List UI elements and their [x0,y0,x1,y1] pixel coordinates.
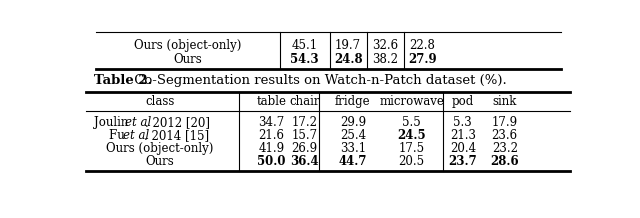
Text: table: table [257,95,287,108]
Text: 44.7: 44.7 [339,155,367,168]
Text: 32.6: 32.6 [372,39,399,52]
Text: 36.4: 36.4 [291,155,319,168]
Text: 22.8: 22.8 [410,39,435,52]
Text: Table 2.: Table 2. [94,73,152,87]
Text: 34.7: 34.7 [259,116,285,129]
Text: 33.1: 33.1 [340,142,366,155]
Text: 41.9: 41.9 [259,142,285,155]
Text: microwave: microwave [380,95,444,108]
Text: 50.0: 50.0 [257,155,285,168]
Text: 24.5: 24.5 [397,129,426,142]
Text: Ours: Ours [145,155,174,168]
Text: 54.3: 54.3 [291,53,319,66]
Text: Fu: Fu [109,129,129,142]
Text: pod: pod [452,95,474,108]
Text: 21.3: 21.3 [450,129,476,142]
Text: Ours (object-only): Ours (object-only) [106,142,214,155]
Text: 23.7: 23.7 [449,155,477,168]
Text: 23.2: 23.2 [492,142,518,155]
Text: 27.9: 27.9 [408,53,437,66]
Text: 5.3: 5.3 [454,116,472,129]
Text: 21.6: 21.6 [259,129,284,142]
Text: 20.5: 20.5 [399,155,425,168]
Text: Ours (object-only): Ours (object-only) [134,39,241,52]
Text: 26.9: 26.9 [292,142,318,155]
Text: 19.7: 19.7 [335,39,361,52]
Text: et al: et al [124,129,150,142]
Text: fridge: fridge [335,95,371,108]
Text: 5.5: 5.5 [403,116,421,129]
Text: 17.5: 17.5 [399,142,425,155]
Text: . 2014 [15]: . 2014 [15] [143,129,209,142]
Text: class: class [145,95,175,108]
Text: 15.7: 15.7 [292,129,318,142]
Text: 17.2: 17.2 [292,116,317,129]
Text: 45.1: 45.1 [292,39,318,52]
Text: 17.9: 17.9 [492,116,518,129]
Text: 38.2: 38.2 [372,53,398,66]
Text: 29.9: 29.9 [340,116,366,129]
Text: 20.4: 20.4 [450,142,476,155]
Text: Co-Segmentation results on Watch-n-Patch dataset (%).: Co-Segmentation results on Watch-n-Patch… [129,73,506,87]
Text: sink: sink [493,95,517,108]
Text: . 2012 [20]: . 2012 [20] [145,116,210,129]
Text: 24.8: 24.8 [334,53,362,66]
Text: 23.6: 23.6 [492,129,518,142]
Text: Ours: Ours [173,53,202,66]
Text: et al: et al [125,116,151,129]
Text: Joulin: Joulin [94,116,132,129]
Text: chair: chair [289,95,320,108]
Text: 28.6: 28.6 [490,155,519,168]
Text: 25.4: 25.4 [340,129,366,142]
